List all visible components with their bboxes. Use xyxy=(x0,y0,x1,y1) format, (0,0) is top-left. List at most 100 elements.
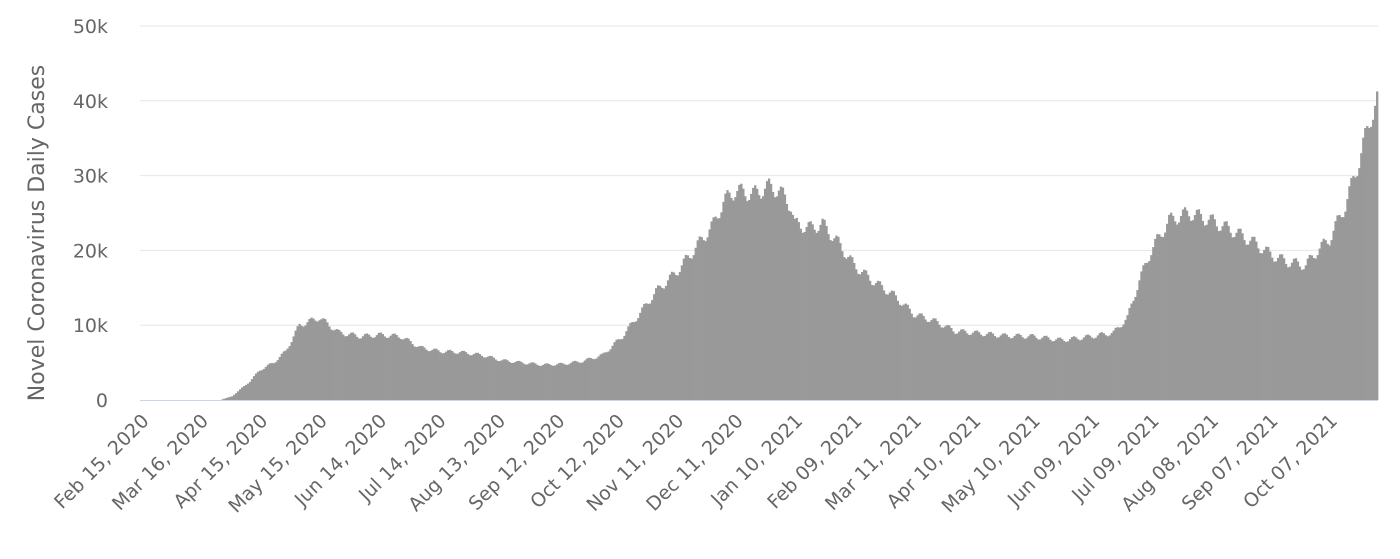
bar xyxy=(1051,341,1054,400)
y-tick-label: 40k xyxy=(73,91,108,113)
bar xyxy=(732,200,735,400)
bar xyxy=(502,359,505,400)
bar xyxy=(767,178,771,400)
bar xyxy=(979,334,983,400)
bar xyxy=(575,361,579,400)
bar xyxy=(344,336,347,400)
bar xyxy=(613,342,616,400)
bar xyxy=(942,327,945,400)
bar xyxy=(837,236,840,400)
bar xyxy=(720,212,723,400)
bar xyxy=(393,333,396,400)
bar xyxy=(1094,337,1098,400)
bar xyxy=(611,345,614,400)
bar xyxy=(670,271,674,400)
bar xyxy=(1366,126,1369,401)
bar xyxy=(973,330,977,400)
bar xyxy=(401,339,404,400)
bar xyxy=(1039,339,1042,400)
bar xyxy=(478,354,482,400)
bar xyxy=(987,332,991,400)
bar xyxy=(1326,243,1329,400)
bar xyxy=(1106,336,1109,400)
bar xyxy=(964,330,967,400)
bar xyxy=(599,354,602,400)
bar xyxy=(775,196,779,400)
bar xyxy=(797,222,800,400)
bar xyxy=(474,352,478,400)
bar xyxy=(1168,214,1171,400)
bar xyxy=(454,353,458,400)
bar xyxy=(874,283,878,400)
bar xyxy=(1197,209,1201,400)
bar xyxy=(524,364,527,400)
bar xyxy=(411,344,414,400)
bar xyxy=(561,363,565,400)
bar xyxy=(1259,253,1262,400)
bar xyxy=(1213,219,1216,400)
bar xyxy=(1122,324,1125,400)
bar xyxy=(1247,244,1250,400)
bar xyxy=(1134,296,1137,400)
bar xyxy=(1037,339,1040,400)
bar xyxy=(557,363,561,400)
bar xyxy=(783,194,787,400)
bar xyxy=(1314,258,1317,400)
bar xyxy=(452,352,456,400)
bar xyxy=(845,258,848,400)
bar xyxy=(423,347,426,400)
bar xyxy=(1074,337,1078,400)
bar xyxy=(1223,221,1226,400)
bar xyxy=(405,337,408,400)
bar xyxy=(512,362,515,400)
bar xyxy=(833,238,836,400)
bar xyxy=(552,365,555,400)
bar xyxy=(795,217,798,400)
bar xyxy=(1257,248,1260,400)
bar xyxy=(334,329,337,400)
bar xyxy=(1118,327,1121,400)
bar xyxy=(419,346,422,400)
bar xyxy=(682,258,686,400)
bar xyxy=(1324,240,1327,400)
bar xyxy=(1138,280,1141,400)
bar xyxy=(985,334,989,400)
bar xyxy=(999,335,1002,400)
bar xyxy=(443,353,446,400)
bar xyxy=(373,337,377,400)
bar xyxy=(421,345,424,400)
bar xyxy=(922,315,925,400)
bar xyxy=(399,338,402,400)
bar xyxy=(409,341,412,400)
bar xyxy=(1342,217,1345,400)
bar xyxy=(1055,339,1058,400)
bar xyxy=(361,336,365,400)
bar xyxy=(585,358,589,400)
bar xyxy=(1372,119,1375,400)
bar xyxy=(835,235,838,400)
y-tick-label: 0 xyxy=(96,390,108,412)
bar xyxy=(1225,221,1228,400)
bar xyxy=(1344,211,1347,400)
bar xyxy=(532,362,535,400)
bar xyxy=(526,364,529,400)
bar xyxy=(807,222,810,400)
bar xyxy=(1015,334,1018,400)
bar xyxy=(649,303,652,400)
bar xyxy=(1067,341,1070,400)
bar xyxy=(1120,327,1123,400)
bar xyxy=(1340,217,1343,400)
bar xyxy=(534,363,537,400)
bar xyxy=(1179,215,1183,400)
bar xyxy=(932,318,935,400)
bar xyxy=(1166,223,1169,400)
bar xyxy=(734,197,737,400)
bar xyxy=(859,274,862,400)
bar xyxy=(674,275,678,400)
bar xyxy=(1217,231,1220,400)
bar xyxy=(1078,340,1082,400)
y-tick-label: 10k xyxy=(73,315,108,337)
bar xyxy=(864,270,868,400)
